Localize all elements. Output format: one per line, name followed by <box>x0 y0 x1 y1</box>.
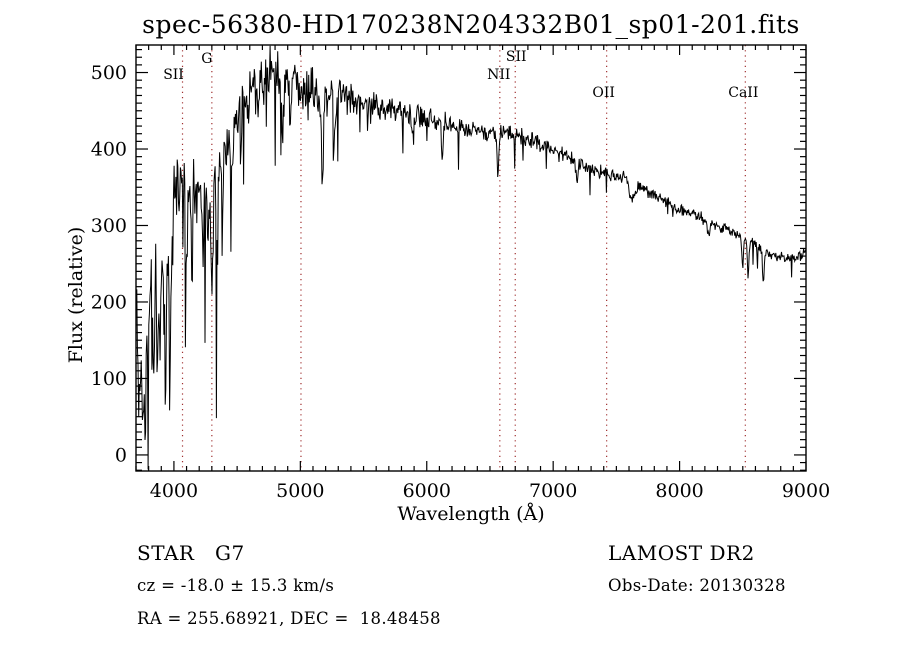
obs-date-text: Obs-Date: 20130328 <box>608 576 786 595</box>
y-axis-label: Flux (relative) <box>65 226 87 364</box>
x-axis-label: Wavelength (Å) <box>397 503 545 525</box>
y-tick-label: 0 <box>115 444 127 466</box>
spectral-line-label: SII <box>506 49 527 65</box>
plot-title: spec-56380-HD170238N204332B01_sp01-201.f… <box>142 10 800 39</box>
x-tick-label: 5000 <box>276 480 324 502</box>
y-tick-label: 400 <box>91 139 127 161</box>
classification-text: STAR G7 <box>137 541 245 565</box>
spectral-line-label: G <box>201 51 212 67</box>
ra-dec-text: RA = 255.68921, DEC = 18.48458 <box>137 609 441 628</box>
x-tick-label: 8000 <box>655 480 703 502</box>
survey-release-text: LAMOST DR2 <box>608 541 755 565</box>
y-tick-label: 500 <box>91 62 127 84</box>
x-tick-label: 7000 <box>529 480 577 502</box>
plot-frame <box>135 44 807 472</box>
x-tick-label: 4000 <box>150 480 198 502</box>
radial-velocity-text: cz = -18.0 ± 15.3 km/s <box>137 576 335 595</box>
x-tick-label: 9000 <box>782 480 830 502</box>
spectral-line-label: SII <box>163 67 184 83</box>
spectral-line-label: OII <box>592 85 615 101</box>
y-tick-label: 200 <box>91 291 127 313</box>
y-tick-label: 100 <box>91 368 127 390</box>
x-tick-label: 6000 <box>403 480 451 502</box>
spectral-line-label: CaII <box>728 85 758 101</box>
spectral-line-label: NII <box>487 67 510 83</box>
spectrum-trace <box>136 45 806 470</box>
y-tick-label: 300 <box>91 215 127 237</box>
